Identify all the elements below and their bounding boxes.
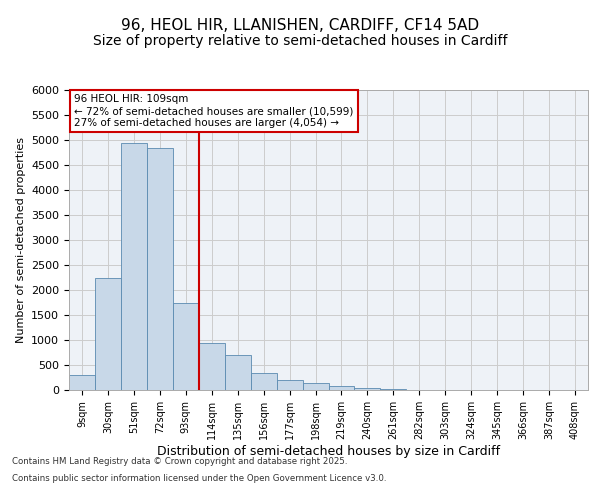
X-axis label: Distribution of semi-detached houses by size in Cardiff: Distribution of semi-detached houses by … bbox=[157, 444, 500, 458]
Text: Contains HM Land Registry data © Crown copyright and database right 2025.: Contains HM Land Registry data © Crown c… bbox=[12, 458, 347, 466]
Bar bbox=[329, 386, 355, 390]
Bar bbox=[355, 388, 380, 390]
Bar bbox=[69, 375, 95, 390]
Y-axis label: Number of semi-detached properties: Number of semi-detached properties bbox=[16, 137, 26, 343]
Bar bbox=[199, 342, 224, 390]
Bar bbox=[277, 380, 302, 390]
Bar bbox=[225, 355, 251, 390]
Bar bbox=[147, 148, 173, 390]
Text: Contains public sector information licensed under the Open Government Licence v3: Contains public sector information licen… bbox=[12, 474, 386, 483]
Text: 96, HEOL HIR, LLANISHEN, CARDIFF, CF14 5AD: 96, HEOL HIR, LLANISHEN, CARDIFF, CF14 5… bbox=[121, 18, 479, 32]
Bar bbox=[173, 302, 199, 390]
Bar bbox=[380, 389, 406, 390]
Bar bbox=[95, 278, 121, 390]
Text: Size of property relative to semi-detached houses in Cardiff: Size of property relative to semi-detach… bbox=[93, 34, 507, 48]
Bar bbox=[121, 142, 147, 390]
Bar bbox=[302, 382, 329, 390]
Text: 96 HEOL HIR: 109sqm
← 72% of semi-detached houses are smaller (10,599)
27% of se: 96 HEOL HIR: 109sqm ← 72% of semi-detach… bbox=[74, 94, 353, 128]
Bar bbox=[251, 372, 277, 390]
